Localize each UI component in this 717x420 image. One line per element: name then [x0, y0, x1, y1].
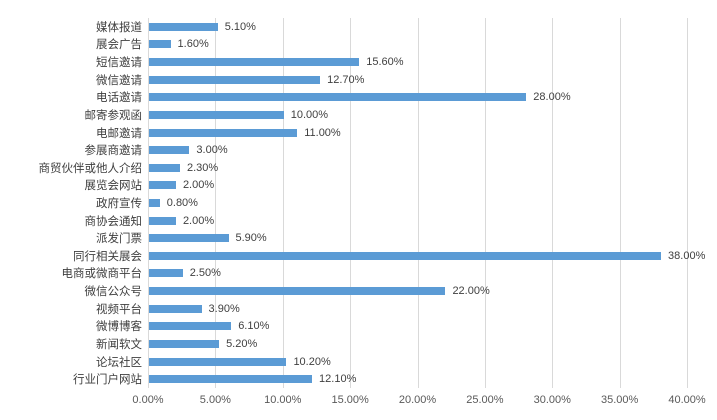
data-label: 2.30% — [186, 161, 219, 174]
data-label: 22.00% — [452, 285, 490, 298]
bar — [149, 146, 190, 155]
bar — [149, 375, 313, 384]
data-label: 11.00% — [304, 126, 341, 139]
category-label: 商贸伙伴或他人介绍 — [38, 162, 143, 175]
category-label: 同行相关展会 — [73, 250, 142, 263]
bar — [149, 199, 160, 207]
bar — [149, 251, 662, 260]
vertical-gridline — [148, 18, 149, 388]
bar — [149, 269, 183, 278]
vertical-gridline — [350, 18, 352, 388]
vertical-gridline — [552, 18, 554, 388]
bar — [149, 234, 229, 243]
category-label: 短信邀请 — [96, 57, 142, 70]
bar — [149, 287, 446, 296]
category-label: 新闻软文 — [96, 338, 142, 351]
data-label: 12.10% — [319, 373, 357, 386]
bar — [149, 40, 171, 49]
data-label: 6.10% — [238, 320, 270, 333]
category-label: 行业门户网站 — [73, 374, 142, 387]
data-label: 3.90% — [208, 302, 240, 315]
category-label: 展览会网站 — [84, 180, 143, 193]
category-label: 电邮邀请 — [96, 127, 142, 140]
x-axis-tick-label: 25.00% — [466, 394, 504, 406]
category-label: 微博博客 — [96, 321, 142, 334]
category-label: 电话邀请 — [96, 92, 142, 105]
bar — [149, 75, 321, 84]
x-axis-tick-label: 40.00% — [668, 394, 706, 406]
x-axis-tick-label: 15.00% — [331, 394, 369, 406]
data-label: 10.20% — [293, 355, 331, 368]
category-label: 政府宣传 — [96, 197, 142, 210]
bar — [149, 93, 527, 102]
x-axis-tick-label: 5.00% — [199, 394, 231, 406]
bar — [149, 128, 298, 137]
vertical-gridline — [619, 18, 621, 388]
data-label: 38.00% — [668, 249, 706, 262]
vertical-gridline — [484, 18, 486, 388]
x-axis-tick-label: 10.00% — [264, 394, 302, 406]
bar — [149, 58, 360, 67]
data-label: 3.00% — [196, 144, 228, 157]
category-label: 商协会通知 — [84, 215, 143, 228]
category-label: 微信公众号 — [84, 286, 143, 299]
x-axis-tick-label: 30.00% — [533, 394, 571, 406]
category-label: 邮寄参观函 — [84, 109, 143, 122]
bar — [149, 339, 220, 348]
category-label: 媒体报道 — [96, 21, 142, 34]
vertical-gridline — [215, 18, 217, 388]
category-label: 展会广告 — [96, 39, 142, 52]
bar — [149, 181, 176, 190]
data-label: 2.50% — [189, 267, 221, 280]
data-label: 2.00% — [182, 214, 215, 227]
data-label: 15.60% — [366, 56, 404, 69]
bar — [149, 357, 287, 366]
x-axis-tick-label: 20.00% — [398, 394, 437, 406]
data-label: 5.20% — [226, 337, 258, 350]
data-label: 10.00% — [290, 108, 329, 121]
vertical-gridline — [282, 18, 284, 388]
x-axis-tick-label: 35.00% — [600, 394, 639, 406]
data-label: 2.00% — [182, 179, 215, 192]
bar — [149, 110, 284, 119]
category-label: 视频平台 — [96, 303, 142, 316]
category-label: 派发门票 — [96, 233, 142, 246]
data-label: 1.60% — [177, 38, 209, 51]
category-label: 电商或微商平台 — [61, 268, 143, 281]
bar — [149, 304, 202, 313]
vertical-gridline — [687, 18, 688, 388]
bar — [149, 216, 176, 225]
data-label: 12.70% — [327, 73, 365, 86]
data-label: 28.00% — [533, 91, 571, 104]
data-label: 0.80% — [166, 196, 198, 209]
data-label: 5.90% — [235, 232, 267, 245]
vertical-gridline — [417, 18, 419, 388]
x-axis-tick-label: 0.00% — [132, 394, 164, 406]
category-label: 参展商邀请 — [84, 145, 143, 158]
bar — [149, 163, 180, 172]
bar — [149, 322, 232, 331]
category-label: 论坛社区 — [96, 356, 142, 369]
bar — [149, 22, 218, 31]
data-label: 5.10% — [224, 20, 256, 33]
category-label: 微信邀请 — [96, 74, 142, 87]
